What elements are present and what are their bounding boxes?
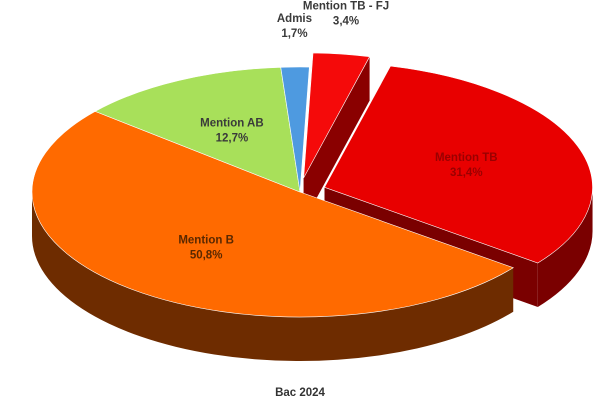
mention-tb-fj-slice-wall: [303, 56, 370, 222]
mention-tb-fj-slice: [303, 52, 371, 178]
mention-ab-label: Mention AB: [200, 118, 263, 130]
admis-value-label: 1,7%: [281, 28, 307, 40]
mention-ab-value-label: 12,7%: [216, 133, 249, 145]
admis-label: Admis: [277, 13, 312, 25]
chart-title: Bac 2024: [275, 387, 325, 399]
mention-tb-label: Mention TB: [435, 152, 498, 164]
mention-b-label: Mention B: [178, 235, 234, 247]
mention-tb-value-label: 31,4%: [450, 167, 483, 179]
mention-ab-slice: [94, 67, 301, 193]
mention-tb-fj-label: Mention TB - FJ: [303, 0, 389, 12]
mention-tb-slice: [324, 65, 593, 264]
mention-b-slice: [31, 111, 514, 318]
mention-tb-slice-side: [537, 187, 593, 308]
mention-tb-fj-value-label: 3,4%: [333, 15, 359, 27]
mention-b-value-label: 50,8%: [190, 250, 223, 262]
mention-b-slice-side: [31, 192, 514, 362]
admis-slice: [280, 66, 310, 193]
